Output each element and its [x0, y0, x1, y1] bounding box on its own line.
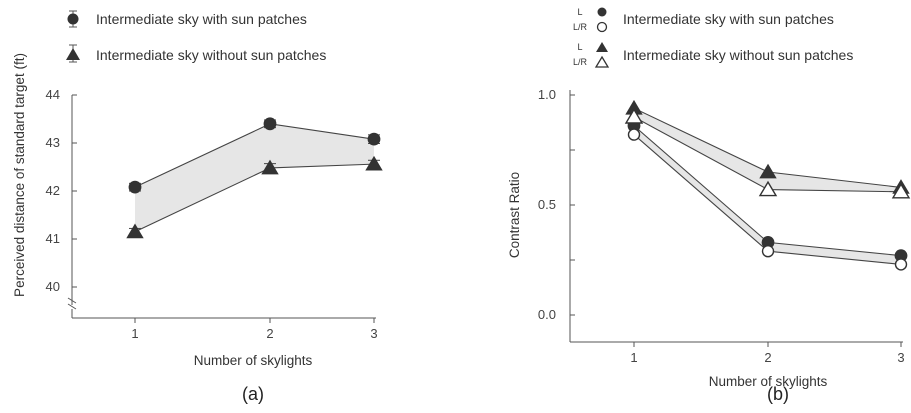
chart-b-point	[761, 244, 775, 258]
chart-a-point	[126, 223, 144, 239]
chart-b-point	[891, 182, 911, 199]
chart-b-band	[634, 108, 901, 192]
chart-a-legend-label: Intermediate sky with sun patches	[96, 11, 307, 27]
chart-a-point	[367, 132, 381, 146]
chart-b-x-tick-label: 1	[630, 350, 637, 365]
chart-b-legend-label: Intermediate sky without sun patches	[623, 47, 853, 63]
chart-a-x-tick-label: 3	[370, 326, 377, 341]
chart-b-y-axis-label: Contrast Ratio	[507, 172, 522, 258]
chart-b-legend-key: L	[577, 42, 582, 52]
chart-a-y-tick-label: 43	[46, 135, 60, 150]
chart-b-y-ticks: 1.0 0.5 0.0	[538, 87, 575, 322]
legend-circle-open-icon	[596, 21, 608, 33]
chart-b-x-tick-label: 3	[897, 350, 904, 365]
chart-a-x-tick-label: 1	[131, 326, 138, 341]
chart-b-point	[758, 180, 778, 197]
chart-a-legend: Intermediate sky with sun patches Interm…	[66, 10, 326, 63]
chart-b-legend: L L/R Intermediate sky with sun patches …	[573, 7, 853, 68]
chart-b-y-tick-label: 1.0	[538, 87, 556, 102]
chart-a-point	[128, 180, 142, 194]
chart-b-legend-label: Intermediate sky with sun patches	[623, 11, 834, 27]
chart-a-point	[365, 155, 383, 171]
chart-b-x-axis-label: Number of skylights	[709, 374, 828, 389]
chart-a-point	[261, 159, 279, 175]
chart-b-legend-key: L/R	[573, 22, 588, 32]
chart-b-y-tick-label: 0.0	[538, 307, 556, 322]
legend-circle-filled-icon	[597, 7, 607, 17]
chart-b-marks	[624, 99, 911, 271]
legend-triangle-filled-icon	[66, 48, 80, 60]
legend-circle-filled-icon	[67, 13, 79, 25]
chart-a: 44 43 42 41 40 1 2 3 Number of skylights…	[12, 10, 383, 404]
chart-a-panel-label: (a)	[242, 384, 264, 404]
chart-a-point	[263, 117, 277, 131]
chart-a-y-tick-label: 42	[46, 183, 60, 198]
chart-a-x-ticks: 1 2 3	[131, 318, 378, 341]
chart-a-marks	[126, 117, 383, 239]
chart-a-y-tick-label: 41	[46, 231, 60, 246]
chart-b-legend-key: L	[577, 7, 582, 17]
chart-b-point	[894, 258, 908, 271]
chart-b-point	[624, 108, 644, 124]
chart-b-x-ticks: 1 2 3	[630, 342, 905, 365]
chart-a-x-axis-label: Number of skylights	[194, 353, 313, 368]
chart-b-point	[627, 128, 641, 141]
chart-b-legend-key: L/R	[573, 57, 588, 67]
chart-a-legend-label: Intermediate sky without sun patches	[96, 47, 326, 63]
chart-a-axis-break-2	[67, 303, 77, 310]
chart-a-y-tick-label: 40	[46, 279, 60, 294]
chart-a-band	[135, 123, 374, 232]
chart-a-y-tick-label: 44	[46, 87, 60, 102]
legend-triangle-filled-icon	[596, 42, 608, 52]
chart-a-axis-break	[67, 297, 77, 304]
chart-b-panel-label: (b)	[767, 384, 789, 404]
chart-b-x-tick-label: 2	[764, 350, 771, 365]
chart-b-point	[759, 163, 777, 179]
chart-a-y-ticks: 44 43 42 41 40	[46, 87, 77, 294]
chart-a-x-tick-label: 2	[266, 326, 273, 341]
chart-b: 1.0 0.5 0.0 1 2 3 Number of skylights Co…	[507, 7, 911, 404]
chart-b-y-tick-label: 0.5	[538, 197, 556, 212]
chart-a-y-axis-label: Perceived distance of standard target (f…	[12, 53, 27, 297]
legend-triangle-open-icon	[594, 55, 610, 68]
